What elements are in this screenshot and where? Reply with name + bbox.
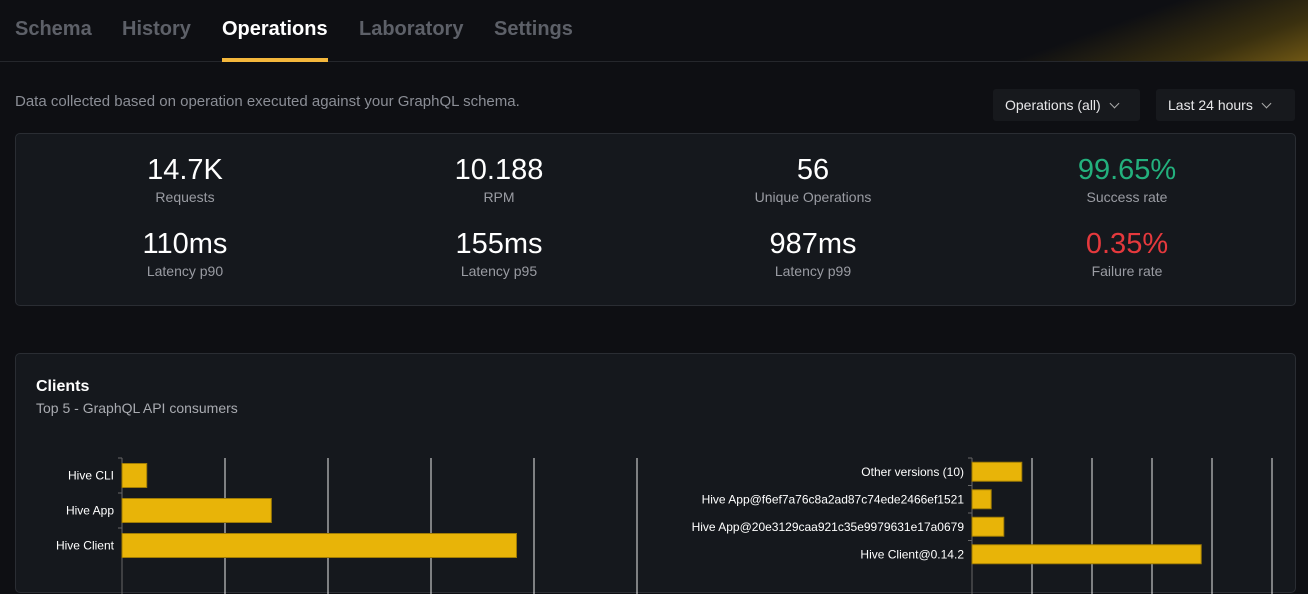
bar[interactable] xyxy=(121,533,517,558)
tab-schema[interactable]: Schema xyxy=(15,18,92,40)
top-nav: Schema History Operations Laboratory Set… xyxy=(0,0,1308,62)
page-description: Data collected based on operation execut… xyxy=(15,93,520,110)
stat-value: 56 xyxy=(796,154,830,186)
stat-success-rate: 99.65% Success rate xyxy=(970,154,1284,205)
bar[interactable] xyxy=(971,516,1005,537)
stat-label: Latency p95 xyxy=(460,263,538,279)
stat-label: RPM xyxy=(483,189,515,205)
stats-card: 14.7K Requests 10.188 RPM 56 Unique Operati… xyxy=(15,133,1296,306)
stat-value: 987ms xyxy=(769,228,857,260)
period-dropdown[interactable]: Last 24 hours xyxy=(1156,89,1295,121)
stat-label: Failure rate xyxy=(1091,263,1163,279)
stat-latency-p99: 987ms Latency p99 xyxy=(656,228,970,279)
category-label: Hive App xyxy=(66,504,114,518)
stat-value: 99.65% xyxy=(1077,154,1177,186)
bar[interactable] xyxy=(971,544,1202,565)
stat-value: 110ms xyxy=(142,228,228,260)
bar[interactable] xyxy=(121,463,148,488)
period-label: Last 24 hours xyxy=(1168,97,1253,113)
category-label: Other versions (10) xyxy=(861,465,964,479)
stat-latency-p90: 110ms Latency p90 xyxy=(28,228,342,279)
client-versions-chart: Other versions (10) Hive App@f6ef7a76c8a2… xyxy=(692,457,1273,594)
stat-value: 10.188 xyxy=(454,154,544,186)
category-label: Hive CLI xyxy=(68,469,114,483)
stat-value: 14.7K xyxy=(147,154,223,186)
stat-label: Requests xyxy=(155,189,215,205)
stat-label: Latency p90 xyxy=(146,263,224,279)
stat-requests: 14.7K Requests xyxy=(28,154,342,205)
category-label: Hive Client@0.14.2 xyxy=(860,547,964,561)
bar[interactable] xyxy=(971,461,1023,482)
operations-filter-label: Operations (all) xyxy=(1005,97,1101,113)
stat-value: 0.35% xyxy=(1085,228,1169,260)
clients-subtitle: Top 5 - GraphQL API consumers xyxy=(36,400,238,416)
bar[interactable] xyxy=(971,489,992,510)
stat-value: 155ms xyxy=(455,228,543,260)
tab-history[interactable]: History xyxy=(122,18,191,40)
stat-unique-operations: 56 Unique Operations xyxy=(656,154,970,205)
operations-filter-dropdown[interactable]: Operations (all) xyxy=(993,89,1140,121)
category-label: Hive App@f6ef7a76c8a2ad87c74ede2466ef152… xyxy=(702,492,965,506)
category-label: Hive App@20e3129caa921c35e9979631e17a067… xyxy=(692,520,965,534)
stat-latency-p95: 155ms Latency p95 xyxy=(342,228,656,279)
chevron-down-icon xyxy=(1109,98,1120,108)
category-label: Hive Client xyxy=(56,539,115,553)
clients-card: Clients Top 5 - GraphQL API consumers Hi… xyxy=(15,353,1296,594)
stat-label: Unique Operations xyxy=(754,189,872,205)
stat-label: Latency p99 xyxy=(774,263,852,279)
tab-laboratory[interactable]: Laboratory xyxy=(359,18,464,40)
chevron-down-icon xyxy=(1261,98,1272,108)
tab-operations[interactable]: Operations xyxy=(222,18,328,62)
clients-chart: Hive CLI Hive App Hive Client xyxy=(56,457,638,594)
clients-title: Clients xyxy=(36,378,90,395)
bar[interactable] xyxy=(121,498,272,523)
stat-rpm: 10.188 RPM xyxy=(342,154,656,205)
stat-label: Success rate xyxy=(1086,189,1168,205)
tab-settings[interactable]: Settings xyxy=(494,18,573,40)
stat-failure-rate: 0.35% Failure rate xyxy=(970,228,1284,279)
